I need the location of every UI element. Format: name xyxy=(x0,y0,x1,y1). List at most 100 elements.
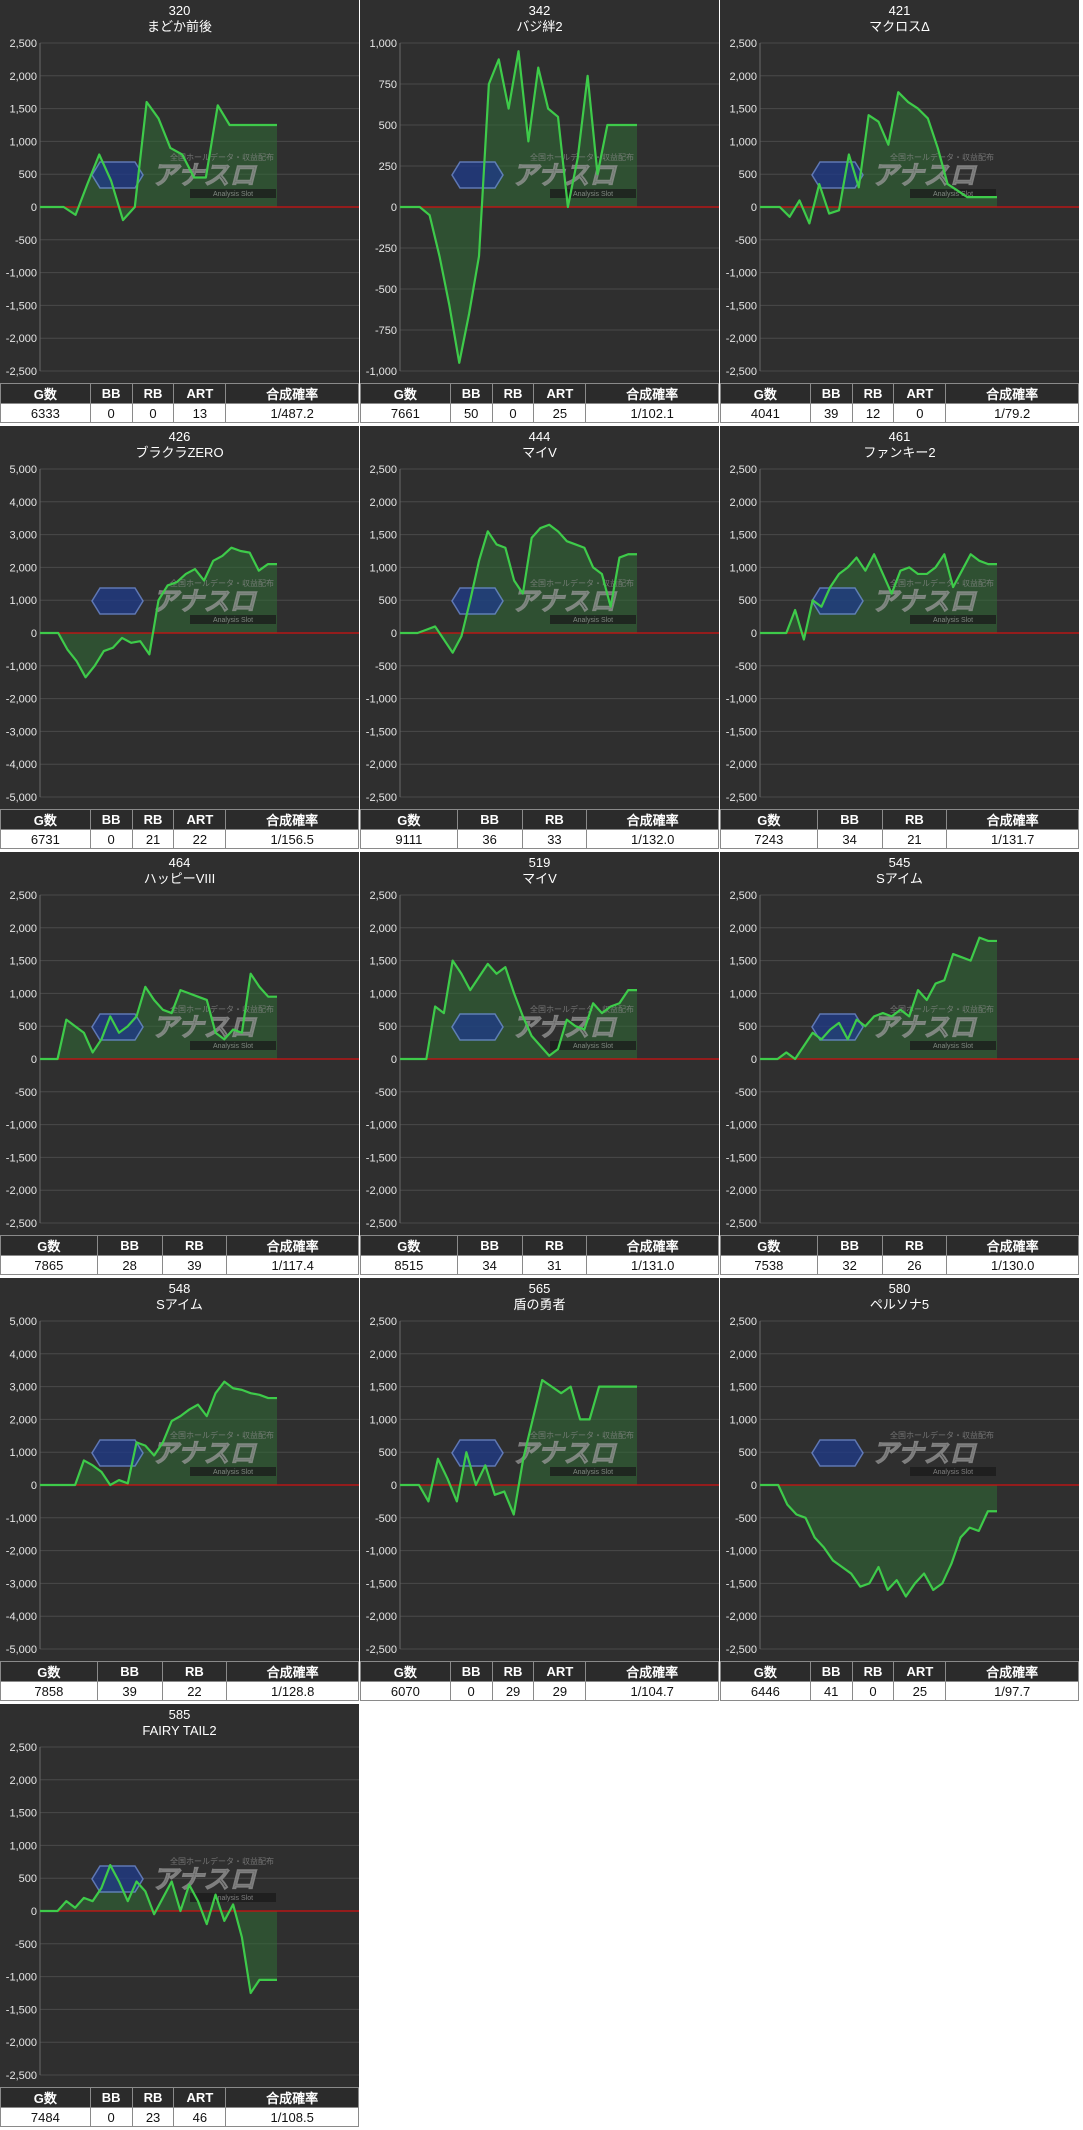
y-tick-label: -2,500 xyxy=(366,1218,397,1230)
series-line xyxy=(760,936,997,1061)
area-chart-svg: 2,500 2,000 1,500 1,000 500 0 -500 -1,000 -1,500… xyxy=(726,890,1079,1230)
y-tick-label: 1,500 xyxy=(9,956,37,968)
stats-value-bb: 0 xyxy=(89,403,133,423)
watermark-top: 全国ホールデータ・収益配布 xyxy=(530,152,634,162)
stats-label-g: G数 xyxy=(0,809,91,830)
y-tick-label: 1,000 xyxy=(729,1414,757,1426)
stats-value-bb: 39 xyxy=(809,403,853,423)
y-tick-label: -2,000 xyxy=(366,759,397,771)
stats-value-g: 9111 xyxy=(360,829,458,849)
y-tick-label: -1,500 xyxy=(6,1152,37,1164)
stats-value-g: 7865 xyxy=(0,1255,98,1275)
stats-label-rb: RB xyxy=(881,809,948,830)
y-tick-label: 500 xyxy=(739,595,757,607)
y-tick-label: -2,500 xyxy=(366,1644,397,1656)
chart-area: 2,500 2,000 1,500 1,000 500 0 -500 -1,000 -1,500… xyxy=(0,1704,359,2087)
y-tick-label: 5,000 xyxy=(9,464,37,476)
stats-value-rb: 26 xyxy=(881,1255,948,1275)
chart-header: 548 Sアイム xyxy=(0,1281,359,1313)
y-tick-label: 2,000 xyxy=(9,71,37,83)
area-chart-svg: 2,500 2,000 1,500 1,000 500 0 -500 -1,000 -1,500… xyxy=(726,1316,1079,1656)
y-tick-label: 0 xyxy=(391,202,397,214)
y-tick-label: -500 xyxy=(735,1087,757,1099)
y-tick-label: 2,000 xyxy=(729,923,757,935)
stats-label-g: G数 xyxy=(720,383,811,404)
stats-table: G数 BB RB 合成確率 8515 34 31 1/131.0 xyxy=(360,1235,719,1275)
y-tick-label: 1,500 xyxy=(369,1382,397,1394)
stats-label-bb: BB xyxy=(449,383,493,404)
y-tick-label: -2,000 xyxy=(726,759,757,771)
stats-label-prob: 合成確率 xyxy=(946,1235,1079,1256)
y-tick-label: 1,500 xyxy=(369,530,397,542)
chart-header: 464 ハッピーVIII xyxy=(0,855,359,887)
y-tick-label: 2,500 xyxy=(369,890,397,902)
chart-panel: 2,500 2,000 1,500 1,000 500 0 -500 -1,000 -1,500… xyxy=(0,0,359,426)
y-tick-label: -1,500 xyxy=(6,2004,37,2016)
stats-label-art: ART xyxy=(893,383,947,404)
y-tick-label: 750 xyxy=(379,79,397,91)
y-tick-label: 0 xyxy=(31,202,37,214)
stats-label-rb: RB xyxy=(491,1661,535,1682)
watermark-text: アナスロ xyxy=(872,1438,977,1468)
y-tick-label: -2,000 xyxy=(6,333,37,345)
stats-table: G数 BB RB ART 合成確率 6731 0 21 22 1/156.5 xyxy=(0,809,359,849)
stats-value-art: 13 xyxy=(173,403,227,423)
y-tick-label: -1,000 xyxy=(366,366,397,378)
y-tick-label: 1,000 xyxy=(9,1447,37,1459)
watermark-top: 全国ホールデータ・収益配布 xyxy=(890,1004,994,1014)
watermark-sub: Analysis Slot xyxy=(933,191,973,198)
chart-header: 461 ファンキー2 xyxy=(720,429,1079,461)
stats-label-rb: RB xyxy=(491,383,535,404)
area-chart-svg: 5,000 4,000 3,000 2,000 1,000 0 -1,000 -2,000 -3… xyxy=(6,464,359,804)
y-tick-label: -4,000 xyxy=(6,1611,37,1623)
y-tick-label: -4,000 xyxy=(6,759,37,771)
stats-value-row: 9111 36 33 1/132.0 xyxy=(360,829,719,849)
stats-table: G数 BB RB 合成確率 7243 34 21 1/131.7 xyxy=(720,809,1079,849)
stats-value-g: 7661 xyxy=(360,403,451,423)
stats-table: G数 BB RB 合成確率 7865 28 39 1/117.4 xyxy=(0,1235,359,1275)
stats-value-g: 7243 xyxy=(720,829,818,849)
y-tick-label: 1,000 xyxy=(369,1414,397,1426)
y-tick-label: -2,000 xyxy=(726,333,757,345)
machine-number: 444 xyxy=(528,429,551,444)
chart-area: 2,500 2,000 1,500 1,000 500 0 -500 -1,000 -1,500… xyxy=(720,0,1079,383)
y-tick-label: 500 xyxy=(19,169,37,181)
stats-table: G数 BB RB ART 合成確率 7661 50 0 25 1/102.1 xyxy=(360,383,719,423)
stats-value-prob: 1/131.7 xyxy=(946,829,1079,849)
stats-label-prob: 合成確率 xyxy=(946,809,1079,830)
watermark-top: 全国ホールデータ・収益配布 xyxy=(170,578,274,588)
y-tick-label: 2,500 xyxy=(729,38,757,50)
chart-header: 545 Sアイム xyxy=(720,855,1079,887)
y-tick-label: 2,000 xyxy=(729,71,757,83)
watermark-top: 全国ホールデータ・収益配布 xyxy=(170,1004,274,1014)
y-tick-label: 1,000 xyxy=(369,988,397,1000)
stats-value-rb: 0 xyxy=(131,403,175,423)
chart-title: マイV xyxy=(522,445,557,460)
stats-value-prob: 1/487.2 xyxy=(225,403,359,423)
y-tick-label: -2,000 xyxy=(366,1185,397,1197)
stats-label-g: G数 xyxy=(0,1235,98,1256)
stats-value-rb: 21 xyxy=(881,829,948,849)
chart-panel: 2,500 2,000 1,500 1,000 500 0 -500 -1,000 -1,500… xyxy=(360,852,719,1278)
chart-header: 426 ブラクラZERO xyxy=(0,429,359,461)
y-tick-label: -2,500 xyxy=(726,1218,757,1230)
y-tick-label: 1,000 xyxy=(729,562,757,574)
area-chart-svg: 2,500 2,000 1,500 1,000 500 0 -500 -1,000 -1,500… xyxy=(6,38,359,378)
watermark-sub: Analysis Slot xyxy=(213,1043,253,1050)
y-tick-label: -500 xyxy=(375,1087,397,1099)
stats-label-prob: 合成確率 xyxy=(226,1235,359,1256)
chart-panel: 2,500 2,000 1,500 1,000 500 0 -500 -1,000 -1,500… xyxy=(720,426,1079,852)
y-tick-label: -500 xyxy=(375,1513,397,1525)
y-tick-label: -500 xyxy=(15,1087,37,1099)
chart-header: 585 FAIRY TAIL2 xyxy=(0,1707,359,1739)
y-tick-label: 2,500 xyxy=(729,890,757,902)
stats-value-rb: 31 xyxy=(521,1255,588,1275)
watermark-text: アナスロ xyxy=(512,586,617,616)
y-tick-label: -250 xyxy=(375,243,397,255)
chart-panel: 1,000 750 500 250 0 -250 -500 -750 -1,000 アナスロ 全国ホ… xyxy=(360,0,719,426)
machine-number: 464 xyxy=(168,855,191,870)
